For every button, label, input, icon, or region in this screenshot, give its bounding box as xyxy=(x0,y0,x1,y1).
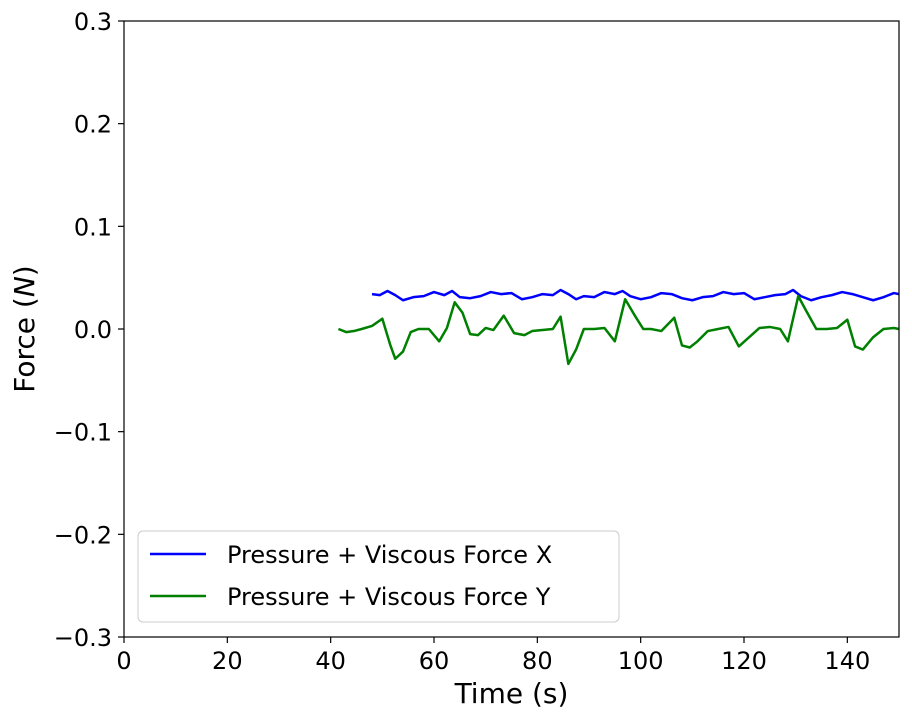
x-tick-label: 20 xyxy=(212,647,243,675)
x-tick-label: 100 xyxy=(618,647,664,675)
legend-label-force-y: Pressure + Viscous Force Y xyxy=(227,583,551,611)
series-line-0 xyxy=(371,288,900,302)
x-axis-ticks: 0 20 40 60 80 100 120 140 xyxy=(116,637,870,675)
legend: Pressure + Viscous Force X Pressure + Vi… xyxy=(137,530,620,623)
y-tick-label: −0.1 xyxy=(54,419,112,447)
y-tick-label: 0.0 xyxy=(74,316,112,344)
legend-label-force-x: Pressure + Viscous Force X xyxy=(227,541,552,569)
y-axis-label-prefix: Force ( xyxy=(8,297,41,393)
plot-lines xyxy=(337,288,900,366)
y-tick-label: −0.2 xyxy=(54,521,112,549)
y-axis-label: Force (N) xyxy=(8,265,41,392)
legend-frame xyxy=(137,530,620,623)
x-tick-label: 0 xyxy=(116,647,131,675)
y-axis-ticks: −0.3 −0.2 −0.1 0.0 0.1 0.2 0.3 xyxy=(54,8,124,652)
series-line-1 xyxy=(337,294,900,366)
x-tick-label: 140 xyxy=(824,647,870,675)
y-axis-label-suffix: ) xyxy=(8,265,41,276)
y-axis-label-unit: N xyxy=(8,276,41,297)
x-tick-label: 40 xyxy=(315,647,346,675)
x-axis-label: Time (s) xyxy=(454,677,569,710)
x-tick-label: 60 xyxy=(419,647,450,675)
y-tick-label: 0.3 xyxy=(74,8,112,36)
y-tick-label: 0.1 xyxy=(74,213,112,241)
x-tick-label: 120 xyxy=(721,647,767,675)
y-tick-label: 0.2 xyxy=(74,111,112,139)
x-tick-label: 80 xyxy=(522,647,553,675)
y-tick-label: −0.3 xyxy=(54,624,112,652)
